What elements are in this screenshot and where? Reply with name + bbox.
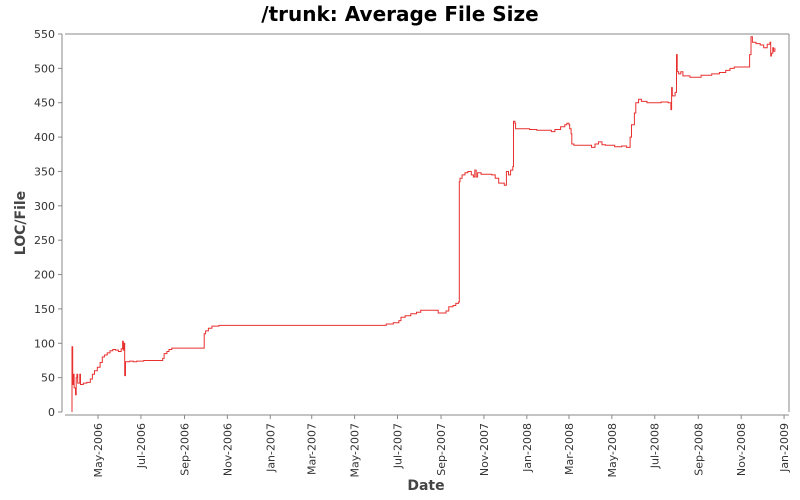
x-tick-label: Jan-2007 xyxy=(264,423,277,473)
x-tick-label: Sep-2008 xyxy=(692,423,705,476)
x-tick-label: Jan-2008 xyxy=(521,423,534,473)
y-tick-label: 200 xyxy=(34,269,55,282)
y-tick-label: 100 xyxy=(34,337,55,350)
y-tick-label: 450 xyxy=(34,97,55,110)
x-axis-title: Date xyxy=(407,478,444,494)
x-tick-label: May-2008 xyxy=(606,423,619,478)
x-tick-label: Mar-2008 xyxy=(563,423,576,475)
y-tick-label: 300 xyxy=(34,200,55,213)
y-axis-title: LOC/File xyxy=(13,191,29,255)
x-tick-label: Jul-2008 xyxy=(649,423,662,469)
x-tick-label: Mar-2007 xyxy=(306,423,319,475)
y-tick-label: 550 xyxy=(34,28,55,41)
chart-title: /trunk: Average File Size xyxy=(261,2,539,26)
y-tick-label: 0 xyxy=(48,406,55,419)
y-axis: 0 50 100 150 200 250 300 350 400 450 500 550 xyxy=(34,28,63,419)
series-layer xyxy=(71,36,776,412)
x-tick-label: May-2007 xyxy=(349,423,362,478)
x-tick-label: May-2006 xyxy=(92,423,105,478)
x-tick-label: Jul-2007 xyxy=(391,423,404,469)
x-tick-label: Jul-2006 xyxy=(135,423,148,469)
y-tick-label: 150 xyxy=(34,303,55,316)
x-tick-label: Nov-2008 xyxy=(735,423,748,476)
x-tick-label: Sep-2006 xyxy=(178,423,191,476)
x-axis: May-2006 Jul-2006 Sep-2006 Nov-2006 Jan-2007… xyxy=(65,414,791,478)
x-tick-label: Nov-2006 xyxy=(221,423,234,476)
y-tick-label: 50 xyxy=(41,372,55,385)
y-tick-label: 250 xyxy=(34,234,55,247)
y-tick-label: 500 xyxy=(34,62,55,75)
plot-area xyxy=(65,33,790,412)
x-tick-label: Sep-2007 xyxy=(435,423,448,476)
y-tick-label: 350 xyxy=(34,165,55,178)
y-tick-label: 400 xyxy=(34,131,55,144)
x-tick-label: Nov-2007 xyxy=(478,423,491,476)
series-line xyxy=(71,36,776,412)
x-tick-label: Jan-2009 xyxy=(778,423,791,473)
